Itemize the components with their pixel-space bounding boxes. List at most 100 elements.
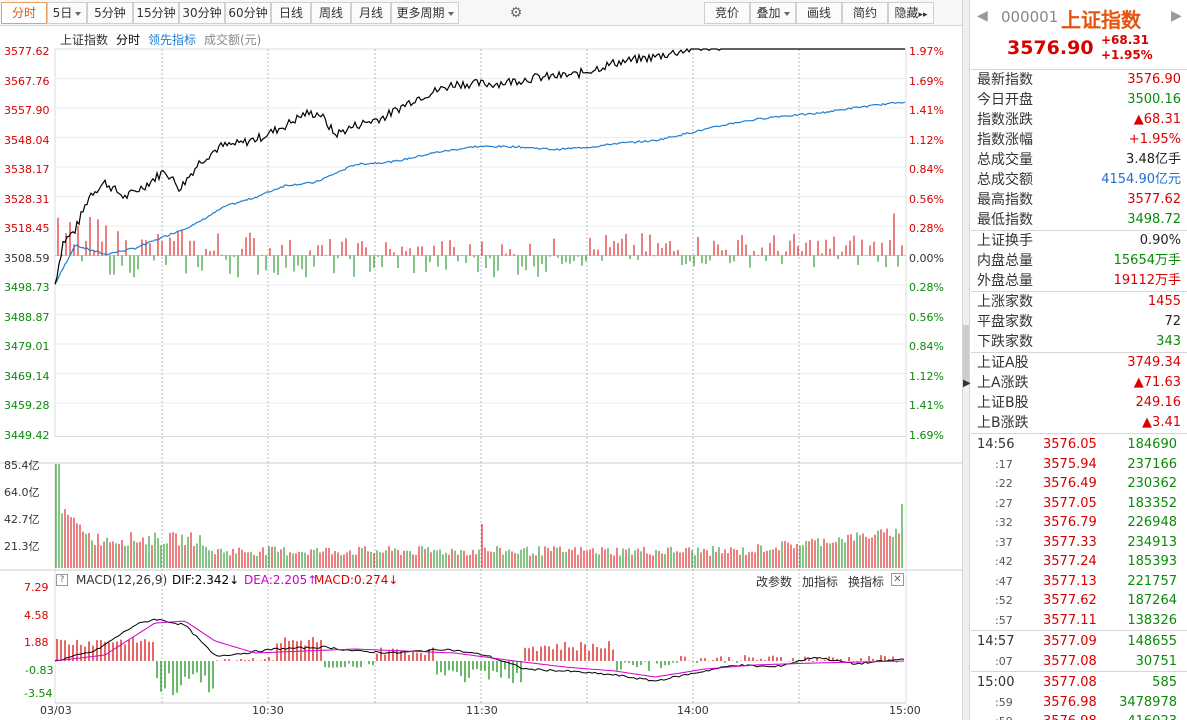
stat-value: 4154.90亿元: [1101, 172, 1181, 187]
macd-value: MACD:0.274↓: [314, 573, 399, 587]
tool-button[interactable]: 竞价: [704, 2, 750, 24]
change-params-button[interactable]: 改参数: [756, 575, 793, 589]
period-button-label: 分时: [11, 6, 36, 20]
macd-tick-label: 4.58: [24, 609, 49, 622]
tick-group: 14:56 3576.05 184690:17 3575.94 237166:22 357…: [971, 433, 1187, 630]
panel-splitter[interactable]: ▶: [962, 0, 971, 720]
period-button-label: 30分钟: [182, 6, 222, 20]
percent-tick-label: 0.56%: [909, 310, 944, 324]
tick-price: 3577.08: [1043, 653, 1097, 669]
stat-label: 最低指数: [977, 212, 1033, 228]
period-button[interactable]: 15分钟: [133, 2, 179, 24]
period-button[interactable]: 5分钟: [87, 2, 133, 24]
price-tick-label: 3538.17: [4, 163, 50, 176]
time-tick-label: 11:30: [466, 704, 498, 717]
percent-tick-label: 0.84%: [909, 340, 944, 353]
volume-tick-label: 85.4亿: [4, 459, 40, 472]
legend-mode[interactable]: 分时: [116, 33, 141, 47]
tick-row: :57 3577.11 138326: [971, 611, 1187, 631]
period-button[interactable]: 日线: [271, 2, 311, 24]
tick-volume: 148655: [1127, 634, 1177, 649]
period-button[interactable]: 5日: [47, 2, 87, 24]
chevron-down-icon: [75, 11, 82, 16]
tick-price: 3577.62: [1043, 593, 1097, 608]
tool-button[interactable]: 隐藏▸▸: [888, 2, 934, 24]
stat-value: 0.90%: [1139, 233, 1181, 248]
period-button[interactable]: 周线: [311, 2, 351, 24]
stat-label: 指数涨幅: [977, 132, 1033, 148]
stat-label: 上证换手: [977, 233, 1033, 249]
intraday-chart: 上证指数 分时 领先指标 成交额(元) 3577.62 1.97% 3567.76 1…: [0, 27, 962, 720]
price-tick-label: 3469.14: [4, 369, 50, 383]
stat-value: ▲71.63: [1133, 375, 1181, 390]
stat-row: 总成交额 4154.90亿元: [971, 170, 1187, 190]
macd-tick-label: 1.88: [24, 636, 49, 649]
macd-dea: DEA:2.205↑: [244, 573, 318, 587]
stat-value: 1455: [1147, 294, 1181, 309]
tick-row: :32 3576.79 226948: [971, 513, 1187, 533]
switch-indicator-button[interactable]: 换指标: [848, 575, 885, 589]
tool-button-label: 竞价: [714, 6, 739, 20]
collapse-arrow-icon[interactable]: ▶: [963, 378, 971, 389]
tick-volume: 3478978: [1119, 694, 1177, 710]
price-tick-label: 3577.62: [4, 45, 50, 58]
add-indicator-button[interactable]: 加指标: [802, 575, 839, 589]
close-icon[interactable]: ✕: [891, 573, 904, 586]
stat-row: 指数涨幅 +1.95%: [971, 130, 1187, 150]
price-tick-label: 3459.28: [4, 399, 50, 412]
stat-label: 今日开盘: [977, 92, 1033, 108]
macd-tick-label: -3.54: [24, 687, 53, 700]
tick-time: :59: [995, 695, 1013, 709]
percent-tick-label: 1.97%: [909, 45, 944, 58]
tool-button[interactable]: 简约: [842, 2, 888, 24]
macd-settings-icon[interactable]: ?: [56, 574, 68, 586]
tick-time: 14:56: [977, 437, 1015, 452]
quote-panel: ◀ 000001 上证指数 ▶ 3576.90 +68.31 +1.95% 最新指…: [971, 0, 1187, 720]
stat-label: 上A涨跌: [977, 375, 1029, 391]
stat-row: 最低指数 3498.72: [971, 210, 1187, 230]
splitter-handle[interactable]: [963, 325, 969, 385]
stat-label: 上证B股: [977, 395, 1029, 411]
settings-icon[interactable]: ⚙: [509, 5, 523, 21]
macd-params: (12,26,9): [112, 573, 168, 587]
tick-volume: 184690: [1127, 437, 1177, 452]
period-button[interactable]: 更多周期: [391, 2, 459, 24]
macd-label[interactable]: MACD: [76, 573, 112, 587]
period-button[interactable]: 分时: [1, 2, 47, 24]
period-button[interactable]: 60分钟: [225, 2, 271, 24]
tick-price: 3576.05: [1043, 437, 1097, 452]
period-toolbar: 分时 5日 5分钟 15分钟 30分钟 60分钟 日线 周线 月线 更多周期 ⚙ 竞价 叠加 画线 简约 隐藏…: [0, 0, 962, 26]
tick-time: :59: [995, 712, 1013, 720]
tick-price: 3577.05: [1043, 495, 1097, 511]
next-arrow-icon[interactable]: ▶: [1171, 8, 1182, 24]
tick-time: :22: [995, 477, 1013, 490]
tool-button[interactable]: 叠加: [750, 2, 796, 24]
period-button[interactable]: 30分钟: [179, 2, 225, 24]
tick-price: 3577.24: [1043, 554, 1097, 569]
stat-row: 内盘总量 15654万手: [971, 251, 1187, 271]
tick-row: :07 3577.08 30751: [971, 652, 1187, 672]
tick-volume: 30751: [1135, 653, 1177, 669]
percent-tick-label: 1.41%: [909, 104, 944, 117]
tick-volume: 230362: [1127, 476, 1177, 491]
stat-row: 上涨家数 1455: [971, 292, 1187, 312]
tool-button[interactable]: 画线: [796, 2, 842, 24]
tool-button-label: 隐藏: [894, 6, 919, 20]
tick-volume: 234913: [1127, 534, 1177, 550]
stat-label: 总成交额: [977, 172, 1033, 188]
tick-row: 14:56 3576.05 184690: [971, 435, 1187, 455]
tick-volume: 585: [1152, 675, 1177, 690]
tick-volume: 416023: [1127, 712, 1177, 720]
percent-tick-label: 0.28%: [909, 281, 944, 294]
tool-button-label: 画线: [806, 6, 831, 20]
prev-arrow-icon[interactable]: ◀: [977, 8, 988, 24]
tick-price: 3575.94: [1043, 456, 1097, 472]
stat-label: 总成交量: [977, 152, 1033, 168]
tick-price: 3577.13: [1043, 573, 1097, 589]
legend-lead-indicator[interactable]: 领先指标: [148, 33, 197, 47]
stat-row: 下跌家数 343: [971, 332, 1187, 352]
macd-dif: DIF:2.342↓: [172, 573, 240, 587]
tick-group: 14:57 3577.09 148655:07 3577.08 30751: [971, 630, 1187, 671]
period-button[interactable]: 月线: [351, 2, 391, 24]
tick-volume: 237166: [1127, 456, 1177, 472]
